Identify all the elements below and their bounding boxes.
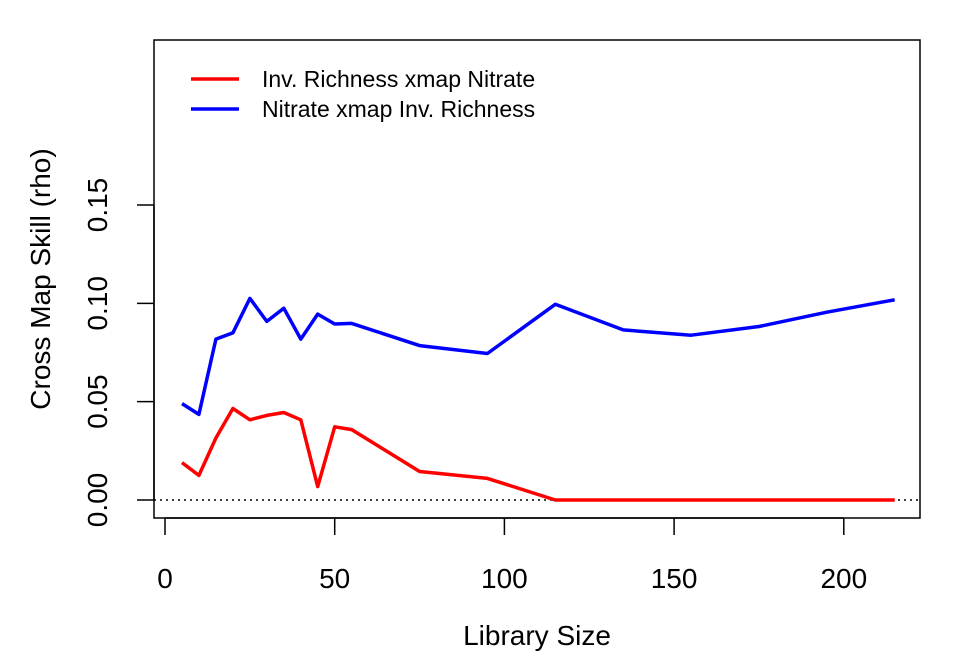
legend: Inv. Richness xmap Nitrate Nitrate xmap I… — [191, 66, 535, 122]
x-tick-label: 0 — [157, 563, 173, 594]
y-tick-label: 0.10 — [82, 276, 113, 331]
x-tick-label: 150 — [651, 563, 698, 594]
y-axis: 0.00 0.05 0.10 0.15 — [82, 178, 155, 528]
legend-label: Nitrate xmap Inv. Richness — [262, 96, 535, 122]
x-axis: 0 50 100 150 200 — [157, 517, 867, 594]
y-tick-label: 0.00 — [82, 473, 113, 528]
x-tick-label: 50 — [319, 563, 350, 594]
series-line — [180, 406, 895, 502]
y-axis-title: Cross Map Skill (rho) — [25, 148, 56, 409]
series-line — [181, 296, 896, 417]
legend-label: Inv. Richness xmap Nitrate — [262, 66, 535, 92]
x-axis-title: Library Size — [463, 620, 611, 651]
x-tick-label: 200 — [820, 563, 867, 594]
y-tick-label: 0.15 — [82, 178, 113, 233]
y-tick-label: 0.05 — [82, 374, 113, 429]
series-layer — [180, 296, 896, 502]
x-tick-label: 100 — [481, 563, 528, 594]
